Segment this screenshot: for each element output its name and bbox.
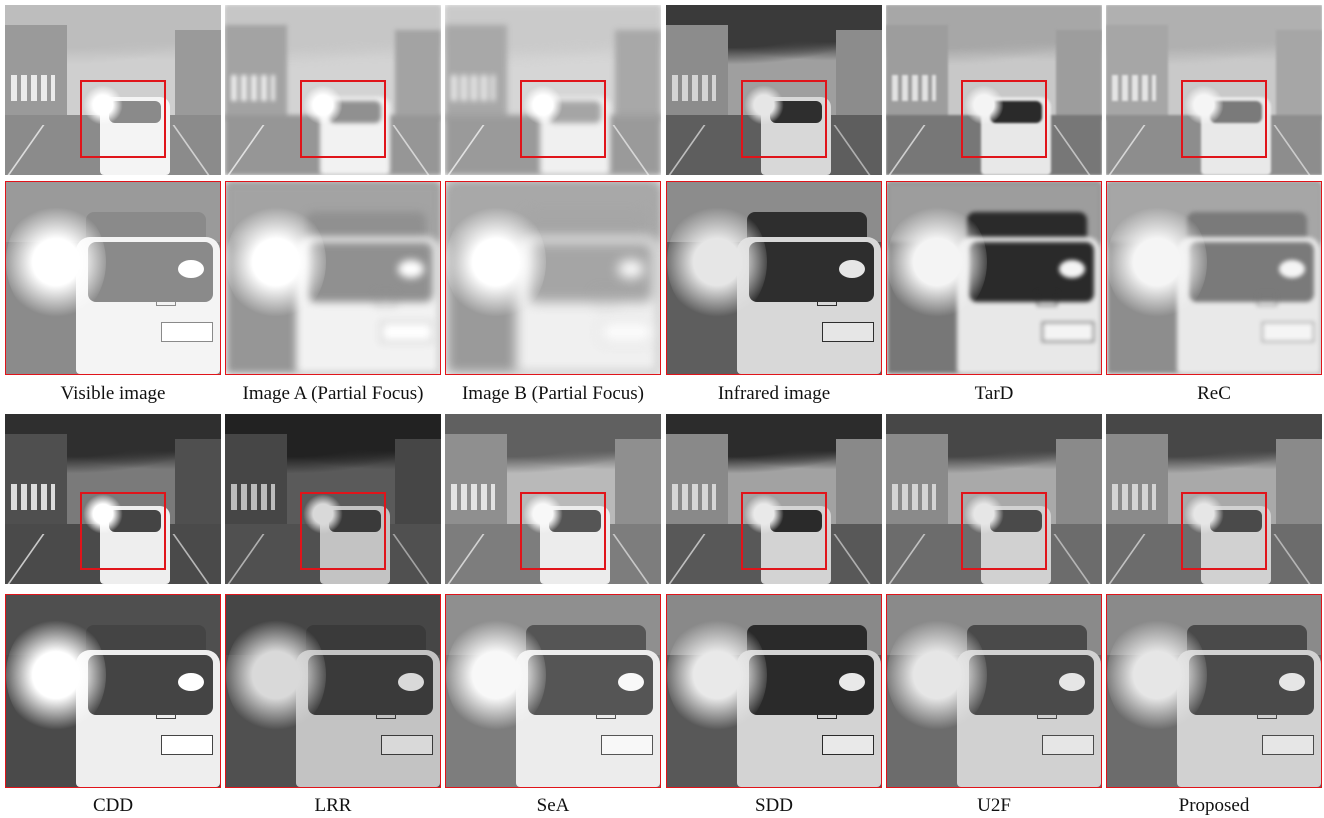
zoomed-region-image [1106, 594, 1322, 788]
panel-caption: ReC [1197, 383, 1231, 404]
full-scene-image [5, 414, 221, 584]
panel-caption: Proposed [1178, 795, 1250, 816]
panel-caption: SeA [536, 795, 570, 816]
full-scene-image [666, 414, 882, 584]
zoomed-region-image [5, 181, 221, 375]
zoom-region-box [741, 492, 827, 570]
full-scene-image [225, 414, 441, 584]
zoomed-region-image [225, 594, 441, 788]
zoom-region-box [961, 80, 1047, 158]
zoomed-region-image [886, 594, 1102, 788]
zoomed-region-image [5, 594, 221, 788]
zoomed-region-image [666, 594, 882, 788]
zoomed-region-image [1106, 181, 1322, 375]
zoom-region-box [741, 80, 827, 158]
panel-caption: Image A (Partial Focus) [242, 383, 424, 404]
zoom-region-box [80, 80, 166, 158]
zoomed-region-image [225, 181, 441, 375]
panel-caption: Visible image [60, 383, 166, 404]
zoomed-region-image [666, 181, 882, 375]
panel-caption: SDD [754, 795, 793, 816]
panel-caption: Infrared image [717, 383, 831, 404]
zoom-region-box [520, 492, 606, 570]
zoom-region-box [300, 492, 386, 570]
full-scene-image [1106, 5, 1322, 175]
full-scene-image [1106, 414, 1322, 584]
zoomed-region-image [445, 594, 661, 788]
full-scene-image [445, 414, 661, 584]
panel-caption: TarD [974, 383, 1014, 404]
panel-caption: U2F [977, 795, 1011, 816]
full-scene-image [225, 5, 441, 175]
zoomed-region-image [886, 181, 1102, 375]
panel-caption: Image B (Partial Focus) [461, 383, 645, 404]
zoom-region-box [300, 80, 386, 158]
zoom-region-box [80, 492, 166, 570]
zoom-region-box [1181, 492, 1267, 570]
panel-caption: LRR [314, 795, 352, 816]
full-scene-image [886, 5, 1102, 175]
full-scene-image [886, 414, 1102, 584]
zoom-region-box [1181, 80, 1267, 158]
zoom-region-box [520, 80, 606, 158]
zoomed-region-image [445, 181, 661, 375]
full-scene-image [666, 5, 882, 175]
full-scene-image [5, 5, 221, 175]
full-scene-image [445, 5, 661, 175]
panel-caption: CDD [92, 795, 134, 816]
zoom-region-box [961, 492, 1047, 570]
